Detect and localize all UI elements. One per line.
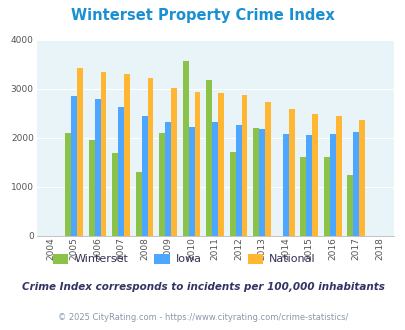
Bar	[217, 93, 224, 236]
Bar	[171, 88, 177, 236]
Bar	[94, 99, 100, 236]
Text: Iowa: Iowa	[175, 254, 201, 264]
Bar	[311, 114, 317, 236]
Text: Winterset: Winterset	[74, 254, 128, 264]
Bar	[282, 134, 288, 236]
Bar	[141, 116, 147, 236]
Bar	[188, 127, 194, 236]
Bar	[300, 157, 305, 236]
Bar	[347, 175, 352, 236]
Bar	[165, 121, 171, 236]
Bar	[65, 133, 71, 236]
Bar	[235, 125, 241, 236]
Text: Winterset Property Crime Index: Winterset Property Crime Index	[71, 8, 334, 23]
Bar	[147, 79, 153, 236]
Bar	[323, 157, 329, 236]
Bar	[206, 80, 212, 236]
Text: National: National	[269, 254, 315, 264]
Bar	[329, 134, 335, 236]
Bar	[253, 128, 259, 236]
Bar	[100, 72, 106, 236]
Bar	[77, 68, 83, 236]
Bar	[182, 61, 188, 236]
Bar	[89, 140, 94, 236]
Bar	[352, 132, 358, 236]
Bar	[112, 152, 118, 236]
Bar	[136, 172, 141, 236]
Bar	[358, 119, 364, 236]
Bar	[71, 96, 77, 236]
Text: © 2025 CityRating.com - https://www.cityrating.com/crime-statistics/: © 2025 CityRating.com - https://www.city…	[58, 313, 347, 322]
Bar	[288, 109, 294, 236]
Bar	[229, 151, 235, 236]
Bar	[335, 116, 341, 236]
Bar	[259, 129, 264, 236]
Bar	[194, 92, 200, 236]
Bar	[305, 135, 311, 236]
Bar	[159, 133, 165, 236]
Bar	[241, 95, 247, 236]
Bar	[124, 75, 130, 236]
Bar	[118, 107, 124, 236]
Bar	[264, 102, 271, 236]
Bar	[212, 121, 217, 236]
Text: Crime Index corresponds to incidents per 100,000 inhabitants: Crime Index corresponds to incidents per…	[21, 282, 384, 292]
